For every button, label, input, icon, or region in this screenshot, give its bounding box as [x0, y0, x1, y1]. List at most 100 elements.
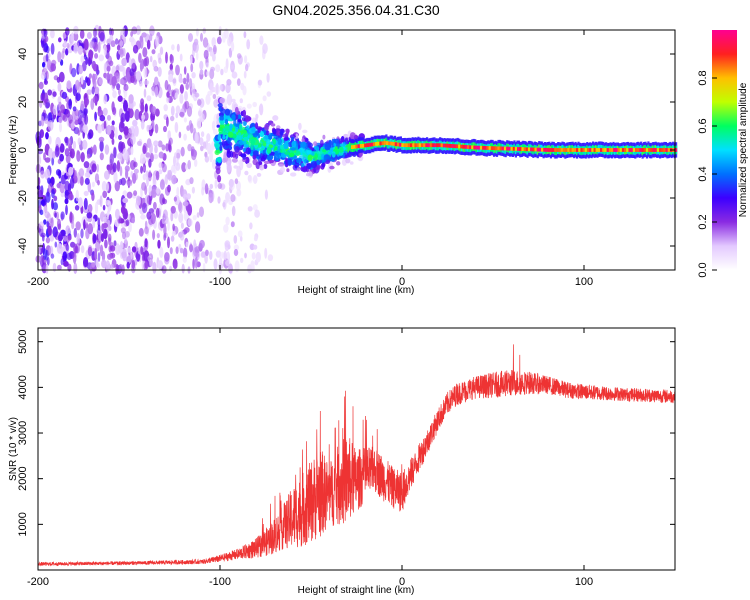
- spectrogram-transition-cell: [219, 97, 225, 104]
- spectrogram-noise-cell: [248, 175, 253, 184]
- spectrogram-noise-cell: [152, 229, 156, 241]
- spectrogram-noise-cell: [255, 251, 261, 263]
- spectrogram-noise-cell: [250, 265, 255, 272]
- spectrogram-ridge-core: [431, 143, 435, 148]
- spectrogram-noise-cell: [62, 114, 68, 122]
- spectrogram-noise-cell: [205, 62, 209, 68]
- spectrogram-transition-cell: [243, 136, 249, 141]
- spectrogram-ridge-core: [383, 140, 387, 145]
- spectrogram-noise-cell: [227, 36, 232, 47]
- spectrogram-transition-cell: [272, 115, 279, 121]
- spectrogram-transition-cell: [252, 158, 258, 166]
- spectrogram-ridge-core: [635, 148, 638, 152]
- spectrogram-ytick-label: -20: [17, 190, 29, 206]
- spectrogram-xtick-label: -200: [27, 276, 49, 288]
- spectrogram-noise-cell: [97, 179, 100, 186]
- spectrogram-ridge-core: [547, 148, 551, 152]
- spectrogram-noise-cell: [38, 221, 45, 229]
- spectrogram-noise-cell: [63, 260, 69, 267]
- spectrogram-noise-cell: [140, 102, 145, 113]
- colorbar-gradient: [712, 30, 737, 270]
- spectrogram-noise-cell: [217, 196, 221, 204]
- spectrogram-noise-cell: [39, 99, 43, 108]
- spectrogram-noise-cell: [125, 219, 130, 227]
- spectrogram-noise-cell: [199, 137, 204, 146]
- spectrogram-transition-cell: [250, 138, 256, 146]
- spectrogram-noise-cell: [262, 95, 267, 102]
- spectrogram-noise-cell: [72, 252, 77, 264]
- spectrogram-noise-cell: [157, 260, 164, 270]
- spectrogram-noise-cell: [60, 258, 64, 266]
- spectrogram-noise-cell: [223, 250, 227, 261]
- spectrogram-noise-cell: [83, 219, 86, 231]
- spectrogram-transition-cell: [242, 121, 247, 127]
- spectrogram-noise-cell: [253, 236, 258, 242]
- spectrogram-transition-cell: [270, 123, 276, 127]
- spectrogram-noise-cell: [110, 263, 114, 269]
- spectrogram-noise-cell: [135, 71, 142, 81]
- spectrogram-noise-cell: [50, 176, 55, 186]
- spectrogram-ridge-core: [608, 148, 612, 152]
- spectrogram-noise-cell: [43, 219, 47, 225]
- spectrogram-noise-cell: [54, 241, 58, 248]
- spectrogram-ridge-core: [556, 148, 560, 152]
- spectrogram-transition-cell: [231, 158, 238, 163]
- spectrogram-ridge-core: [407, 143, 411, 148]
- spectrogram-noise-cell: [179, 53, 183, 62]
- colorbar: 0.0 0.2 0.4 0.6 0.8 Normalized spectral ampl…: [697, 30, 749, 278]
- spectrogram-ridge-core: [595, 148, 599, 152]
- spectrogram-noise-cell: [131, 259, 136, 270]
- spectrogram-noise-cell: [47, 177, 51, 184]
- spectrogram-noise-cell: [106, 124, 112, 136]
- spectrogram-noise-cell: [92, 144, 97, 155]
- spectrogram-noise-cell: [148, 158, 152, 168]
- spectrogram-noise-cell: [99, 114, 106, 122]
- spectrogram-noise-cell: [115, 208, 120, 220]
- spectrogram-noise-cell: [158, 162, 163, 169]
- spectrogram-noise-cell: [86, 89, 93, 95]
- spectrogram-transition-cell: [302, 129, 308, 134]
- spectrogram-noise-cell: [113, 240, 117, 247]
- spectrogram-noise-cell: [141, 114, 146, 121]
- spectrogram-noise-cell: [120, 112, 126, 123]
- spectrogram-noise-cell: [230, 64, 235, 70]
- spectrogram-transition-cell: [249, 133, 253, 138]
- spectrogram-transition-cell: [324, 143, 330, 151]
- snr-xtick-label: -200: [27, 576, 49, 588]
- spectrogram-noise-cell: [105, 260, 111, 272]
- spectrogram-noise-cell: [179, 93, 184, 104]
- spectrogram-noise-cell: [59, 143, 65, 153]
- spectrogram-transition-cell: [338, 138, 345, 143]
- spectrogram-noise-cell: [69, 34, 74, 46]
- spectrogram-noise-cell: [111, 101, 115, 113]
- spectrogram-noise-cell: [75, 79, 80, 91]
- spectrogram-noise-cell: [209, 50, 214, 57]
- spectrogram-noise-cell: [267, 254, 274, 262]
- spectrogram-transition-cell: [345, 137, 349, 142]
- spectrogram-ridge-core: [429, 143, 433, 148]
- spectrogram-noise-cell: [65, 204, 68, 216]
- spectrogram-noise-cell: [66, 80, 72, 90]
- spectrogram-noise-cell: [220, 251, 225, 258]
- spectrogram-transition-cell: [224, 118, 229, 125]
- spectrogram-noise-cell: [102, 190, 108, 199]
- spectrogram-noise-cell: [266, 73, 270, 83]
- spectrogram-noise-cell: [43, 79, 49, 85]
- spectrogram-noise-cell: [102, 204, 106, 211]
- spectrogram-noise-cell: [97, 252, 101, 262]
- spectrogram-noise-cell: [107, 200, 112, 213]
- spectrogram-transition-cell: [219, 84, 223, 91]
- spectrogram-noise-cell: [189, 244, 194, 253]
- spectrogram-transition-cell: [217, 134, 222, 141]
- spectrogram-ridge-core: [493, 146, 496, 151]
- spectrogram-ridge-core: [451, 144, 455, 148]
- spectrogram-ridge-core: [410, 143, 413, 148]
- spectrogram-transition-cell: [321, 162, 326, 168]
- spectrogram-noise-cell: [104, 144, 110, 155]
- spectrogram-noise-cell: [143, 80, 150, 85]
- spectrogram-ridge-core: [661, 148, 664, 152]
- spectrogram-transition-cell: [272, 128, 277, 135]
- spectrogram-noise-cell: [94, 111, 97, 122]
- spectrogram-ridge-core: [445, 143, 448, 148]
- spectrogram-noise-cell: [107, 253, 113, 260]
